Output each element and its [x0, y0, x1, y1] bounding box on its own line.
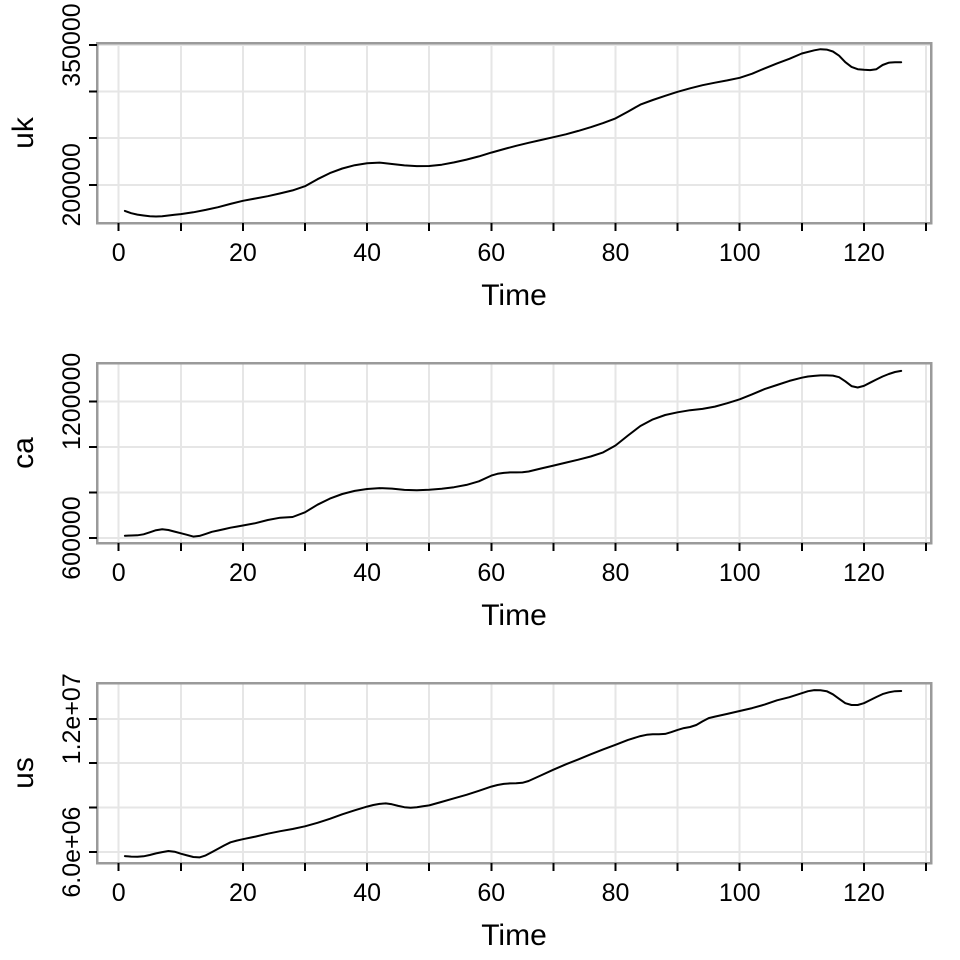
x-tick-label: 60 [477, 239, 505, 267]
panel-border [95, 361, 933, 545]
series-line-ca [123, 369, 903, 538]
y-tick-label: 6.0e+06 [58, 807, 86, 898]
x-tick-label: 100 [719, 239, 761, 267]
x-tick-label: 80 [602, 879, 630, 907]
panel-background [97, 363, 931, 543]
y-axis-title: us [7, 757, 40, 789]
x-tick-label: 60 [477, 559, 505, 587]
panel-ca: 0 20 40 60 80 100 120 600000 1200000 Time ca [7, 353, 933, 632]
x-tick-label: 40 [353, 559, 381, 587]
panel-border [95, 41, 933, 225]
x-tick-label: 120 [843, 239, 885, 267]
x-tick-label: 60 [477, 879, 505, 907]
y-tick-label: 200000 [58, 143, 86, 226]
x-tick-label: 120 [843, 559, 885, 587]
panel-us: 0 20 40 60 80 100 120 6.0e+06 1.2e+07 Time us [7, 673, 933, 952]
y-axis-title: ca [7, 437, 40, 469]
y-tick-label: 350000 [58, 3, 86, 86]
x-tick-label: 0 [112, 559, 126, 587]
panel-uk: 0 20 40 60 80 100 120 200000 350000 Time uk [7, 3, 933, 312]
x-axis-title: Time [481, 599, 547, 632]
x-tick-label: 20 [229, 239, 257, 267]
y-axis-title: uk [7, 116, 40, 149]
x-tick-label: 80 [602, 559, 630, 587]
x-tick-label: 120 [843, 879, 885, 907]
x-tick-label: 80 [602, 239, 630, 267]
series-line-us [123, 689, 903, 859]
x-tick-label: 0 [112, 239, 126, 267]
series-line-uk [123, 48, 903, 218]
x-tick-label: 20 [229, 559, 257, 587]
x-axis-title: Time [481, 919, 547, 952]
x-tick-label: 100 [719, 559, 761, 587]
panel-border [95, 681, 933, 865]
y-tick-label: 600000 [58, 496, 86, 579]
x-axis-title: Time [481, 279, 547, 312]
x-tick-label: 40 [353, 879, 381, 907]
y-tick-label: 1.2e+07 [58, 673, 86, 764]
x-tick-label: 100 [719, 879, 761, 907]
y-tick-label: 1200000 [58, 353, 86, 450]
panel-background [97, 683, 931, 863]
x-tick-label: 40 [353, 239, 381, 267]
x-tick-label: 0 [112, 879, 126, 907]
panel-background [97, 43, 931, 223]
x-tick-label: 20 [229, 879, 257, 907]
